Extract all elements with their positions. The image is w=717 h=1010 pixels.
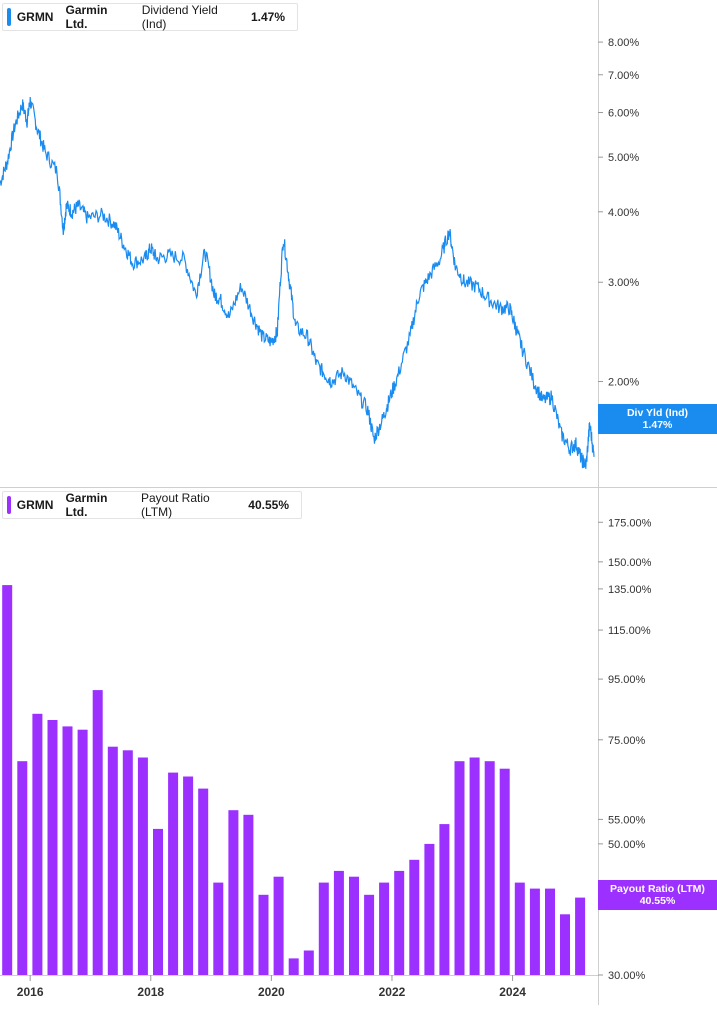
payout-ratio-bar <box>560 914 570 975</box>
bottom-y-tick-label: 50.00% <box>608 839 646 851</box>
payout-ratio-bar <box>499 768 510 975</box>
x-tick-label: 2018 <box>137 985 164 999</box>
bottom-y-tick-label: 150.00% <box>608 557 652 569</box>
bottom-y-tick-label: 55.00% <box>608 814 646 826</box>
bottom-legend-ticker: GRMN <box>16 498 54 512</box>
payout-ratio-bar <box>484 761 495 975</box>
payout-ratio-bar <box>394 870 405 975</box>
x-tick-label: 2022 <box>379 985 406 999</box>
bottom-legend-metric: Payout Ratio (LTM) <box>140 491 210 519</box>
payout-ratio-bar <box>168 772 179 975</box>
bottom-value-badge: Payout Ratio (LTM) 40.55% <box>598 880 717 910</box>
payout-ratio-bar <box>469 757 480 975</box>
payout-ratio-bar <box>213 882 224 975</box>
bottom-y-tick-label: 115.00% <box>608 625 651 637</box>
payout-ratio-bar <box>288 958 299 975</box>
payout-ratio-bar <box>77 729 88 975</box>
top-value-badge: Div Yld (Ind) 1.47% <box>598 404 717 434</box>
top-legend-metric: Dividend Yield (Ind) <box>141 3 218 31</box>
payout-ratio-bar <box>575 897 586 975</box>
payout-ratio-bar <box>198 788 209 975</box>
top-legend: GRMN Garmin Ltd. Dividend Yield (Ind) 1.… <box>2 3 298 31</box>
payout-ratio-bar <box>333 870 344 975</box>
x-tick-label: 2024 <box>499 985 526 999</box>
top-legend-company: Garmin Ltd. <box>65 3 108 31</box>
x-tick-label: 2016 <box>17 985 44 999</box>
payout-ratio-bar <box>153 828 163 975</box>
top-y-tick-label: 5.00% <box>608 152 639 164</box>
top-legend-swatch <box>7 8 11 26</box>
payout-ratio-bar <box>92 690 103 975</box>
payout-ratio-bar <box>349 876 359 975</box>
bottom-y-tick-label: 135.00% <box>608 584 652 596</box>
top-y-tick-label: 4.00% <box>608 207 639 219</box>
bottom-legend: GRMN Garmin Ltd. Payout Ratio (LTM) 40.5… <box>2 491 302 519</box>
payout-ratio-bar <box>107 746 118 975</box>
payout-ratio-bar <box>424 843 435 975</box>
top-legend-value: 1.47% <box>250 10 285 24</box>
payout-ratio-bar <box>514 882 525 975</box>
payout-ratio-bar <box>303 950 314 975</box>
top-badge-value: 1.47% <box>642 419 673 431</box>
payout-ratio-bar <box>17 761 28 975</box>
payout-ratio-bar <box>439 824 450 975</box>
payout-ratio-bar <box>228 810 239 975</box>
bottom-legend-company: Garmin Ltd. <box>65 491 108 519</box>
top-legend-ticker: GRMN <box>16 10 54 24</box>
payout-ratio-bar <box>62 726 73 975</box>
payout-ratio-bar <box>379 882 390 975</box>
payout-ratio-bar <box>2 585 13 975</box>
top-badge-label: Div Yld (Ind) <box>626 407 689 419</box>
payout-ratio-bar <box>137 757 148 975</box>
top-y-tick-label: 8.00% <box>608 37 639 49</box>
payout-ratio-bar <box>318 882 329 975</box>
payout-ratio-bar <box>47 720 58 975</box>
payout-ratio-bar <box>364 894 375 975</box>
bottom-badge-value: 40.55% <box>639 895 676 907</box>
top-y-tick-label: 2.00% <box>608 377 639 389</box>
payout-ratio-bar <box>258 894 269 975</box>
payout-ratio-bar <box>273 876 284 975</box>
top-y-tick-label: 7.00% <box>608 70 639 82</box>
payout-ratio-bar <box>454 761 465 975</box>
payout-ratio-bar <box>183 776 194 975</box>
bottom-y-tick-label: 175.00% <box>608 517 652 529</box>
bottom-legend-swatch <box>7 496 11 514</box>
dividend-yield-line <box>0 96 595 469</box>
top-y-tick-label: 3.00% <box>608 277 639 289</box>
bottom-y-tick-label: 95.00% <box>608 674 646 686</box>
x-tick-label: 2020 <box>258 985 285 999</box>
bottom-legend-value: 40.55% <box>248 498 289 512</box>
payout-ratio-bar <box>32 713 43 975</box>
bottom-badge-label: Payout Ratio (LTM) <box>610 883 705 895</box>
payout-ratio-bar <box>243 814 254 975</box>
payout-ratio-bar <box>122 750 133 975</box>
payout-ratio-bar <box>545 888 555 975</box>
top-y-tick-label: 6.00% <box>608 108 639 120</box>
payout-ratio-bar <box>529 888 540 975</box>
payout-ratio-bar <box>409 859 420 975</box>
bottom-y-tick-label: 75.00% <box>608 735 646 747</box>
bottom-y-tick-label: 30.00% <box>608 970 646 982</box>
